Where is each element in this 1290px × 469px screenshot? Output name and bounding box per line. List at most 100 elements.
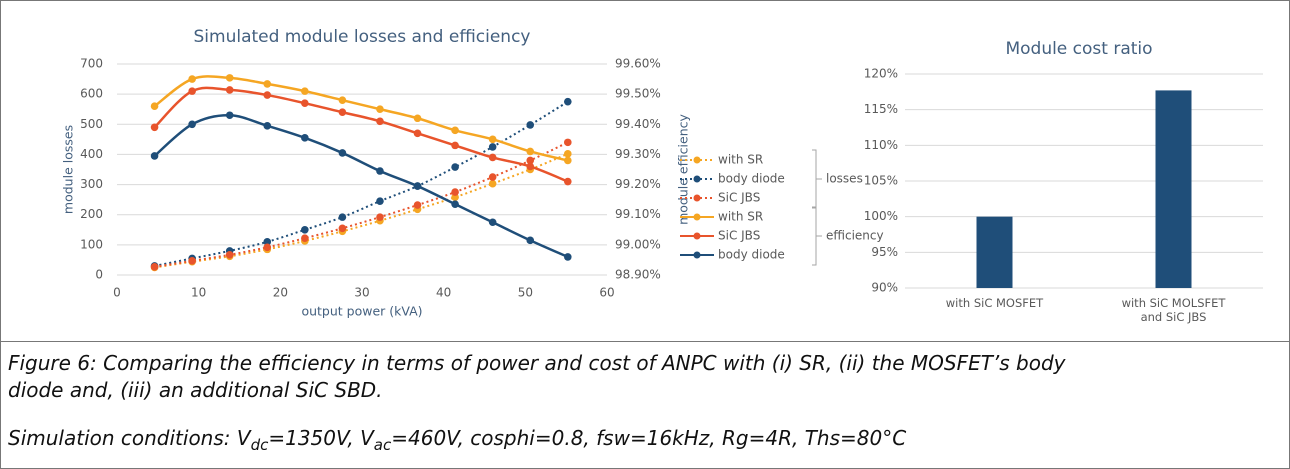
data-point <box>188 75 196 83</box>
x-tick-label: 10 <box>191 286 206 300</box>
y2-tick-label: 99.40% <box>615 117 661 131</box>
data-point <box>301 87 309 95</box>
y-tick-label: 100 <box>80 237 103 251</box>
data-point <box>564 177 572 186</box>
data-point <box>564 150 572 158</box>
condition-text: Simulation conditions: V <box>8 426 251 450</box>
simulation-conditions: Simulation conditions: Vdc=1350V, Vac=46… <box>8 425 906 459</box>
data-point <box>376 197 384 205</box>
data-point <box>451 126 459 135</box>
bar <box>1155 90 1192 288</box>
y-tick-label: 700 <box>80 57 103 71</box>
data-point <box>488 173 497 181</box>
data-point <box>376 213 384 221</box>
data-point <box>301 134 309 142</box>
legend-brace <box>812 149 822 209</box>
legend-label: with SR <box>718 153 763 167</box>
y-tick-label: 110% <box>864 138 898 152</box>
series-line <box>154 152 569 269</box>
data-point <box>263 238 272 246</box>
legend-brace <box>812 206 822 266</box>
y-tick-label: 600 <box>80 87 103 101</box>
chart-title: Module cost ratio <box>1005 39 1152 59</box>
data-point <box>338 96 347 104</box>
data-point <box>338 149 347 157</box>
legend-group-label: losses <box>826 172 863 186</box>
x-tick-label: 0 <box>113 286 121 300</box>
data-point <box>564 138 572 147</box>
data-point <box>488 135 497 144</box>
x-tick-label: 40 <box>436 286 451 300</box>
data-point <box>564 97 572 106</box>
legend-marker <box>693 232 701 240</box>
y2-tick-label: 99.20% <box>615 177 661 191</box>
y-tick-label: 95% <box>871 245 898 259</box>
y-tick-label: 0 <box>95 268 103 282</box>
data-point <box>451 200 459 208</box>
series-line <box>153 113 569 259</box>
y2-tick-label: 99.60% <box>615 57 661 71</box>
data-point <box>225 86 234 94</box>
y-tick-label: 120% <box>864 67 898 81</box>
data-point <box>526 147 535 156</box>
data-point <box>451 163 459 171</box>
y-tick-label: 90% <box>871 281 898 295</box>
y2-tick-label: 98.90% <box>615 268 661 282</box>
data-point <box>413 201 422 209</box>
y-tick-label: 300 <box>80 177 103 191</box>
bar <box>976 216 1013 288</box>
x-tick-label: 20 <box>273 286 288 300</box>
y2-tick-label: 99.10% <box>615 207 661 221</box>
data-point <box>376 117 384 126</box>
data-point <box>376 105 384 114</box>
legend-label: SiC JBS <box>718 191 760 205</box>
data-point <box>338 224 347 233</box>
y-tick-label: 200 <box>80 207 103 221</box>
x-tick-label: with SiC MOLSFET and SiC JBS <box>1121 296 1226 324</box>
data-point <box>263 91 272 99</box>
condition-text: =1350V, V <box>268 426 374 450</box>
data-point <box>564 253 572 261</box>
data-point <box>263 243 272 252</box>
data-point <box>225 251 234 259</box>
data-point <box>413 129 422 138</box>
y2-tick-label: 99.00% <box>615 237 661 251</box>
legend-marker <box>693 175 701 183</box>
condition-text: =460V, cosphi=0.8, fsw=16kHz, Rg=4R, Ths… <box>391 426 907 450</box>
data-point <box>526 162 535 171</box>
data-point <box>301 225 309 234</box>
data-point <box>150 102 159 110</box>
data-point <box>451 188 459 196</box>
data-point <box>526 236 535 245</box>
y-tick-label: 400 <box>80 147 103 161</box>
legend-marker <box>693 194 701 202</box>
data-point <box>488 218 497 227</box>
legend-marker <box>693 251 701 259</box>
data-point <box>188 120 196 129</box>
y2-tick-label: 99.50% <box>615 87 661 101</box>
data-point <box>150 123 159 132</box>
data-point <box>225 74 234 82</box>
y2-tick-label: 99.30% <box>615 147 661 161</box>
data-point <box>301 99 309 107</box>
x-tick-label: with SiC MOSFET <box>945 296 1044 310</box>
legend-label: SiC JBS <box>718 229 760 243</box>
subscript: dc <box>250 436 269 454</box>
data-point <box>526 156 535 165</box>
series-line <box>154 100 569 267</box>
data-point <box>301 234 309 243</box>
x-axis-title: output power (kVA) <box>301 304 422 319</box>
y2-axis-title: module efficiency <box>676 113 691 224</box>
data-point <box>150 152 159 160</box>
x-tick-label: 50 <box>518 286 533 300</box>
data-point <box>564 156 572 165</box>
data-point <box>488 153 497 162</box>
x-tick-label: 30 <box>354 286 369 300</box>
data-point <box>338 108 347 117</box>
y-tick-label: 105% <box>864 174 898 188</box>
data-point <box>225 111 234 120</box>
x-tick-label: 60 <box>599 286 614 300</box>
data-point <box>413 114 422 123</box>
